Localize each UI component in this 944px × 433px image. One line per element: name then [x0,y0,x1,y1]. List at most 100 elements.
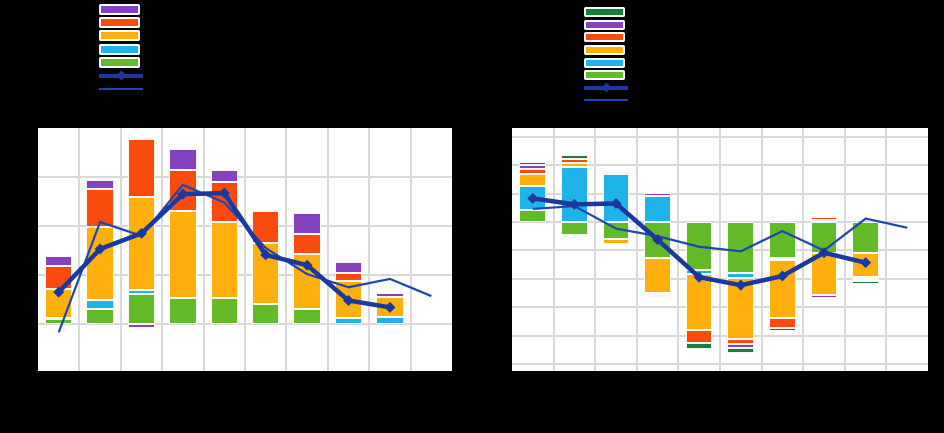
bar-segment-purple [376,293,404,298]
bar-segment-amber [644,258,671,293]
thin-trend-line [532,204,908,253]
v-gridline [677,128,680,371]
bar-segment-purple [169,149,197,171]
v-gridline [760,128,763,371]
left-chart-plot-area [38,128,452,371]
bar-segment-cyan [127,289,156,294]
legend-item [584,44,634,57]
bar-segment-green [769,222,796,259]
diamond-marker [652,234,664,246]
bar-segment-red [334,272,363,282]
bar-segment-amber [210,222,238,299]
legend-item [584,82,634,95]
amber-series-swatch [99,30,140,42]
bar-segment-darkgreen [727,348,755,354]
bar-segment-green [519,210,547,222]
legend-item [584,19,634,32]
bar-segment-purple [334,261,363,273]
cyan-series-swatch [584,57,625,68]
diamond-marker [568,198,580,210]
bar-segment-red [293,234,321,255]
bar-segment-green [86,308,114,324]
bar-segment-red [769,317,796,328]
bar-segment-red [727,339,755,345]
bar-segment-cyan [644,195,671,222]
legend-item [584,56,634,69]
v-gridline [368,128,371,371]
bar-segment-purple [727,344,755,349]
thin-line-glyph [99,87,143,90]
bar-segment-amber [602,239,630,245]
bar-segment-purple [45,255,73,266]
bar-segment-purple [210,170,238,182]
legend-item [99,16,149,29]
bar-segment-purple [644,192,671,196]
diamond-marker [610,198,622,210]
v-gridline [119,128,122,371]
right-chart-line-overlay [527,192,908,291]
legend-item [584,69,634,82]
bar-segment-amber [561,162,588,168]
bar-segment-red [685,330,713,343]
thin-line-swatch [584,95,628,105]
bar-segment-purple [810,294,838,298]
left-legend [99,3,149,95]
bar-segment-green [127,293,156,324]
green-series-swatch [99,56,140,68]
thick-line-swatch [584,82,628,93]
bar-segment-red [644,292,671,296]
right-chart-plot-area [512,128,928,371]
diamond-marker [116,70,126,81]
bar-segment-purple [86,179,114,189]
diamond-marker [384,301,396,313]
bar-segment-darkgreen [644,295,671,298]
legend-item [99,82,149,95]
v-gridline [552,128,555,371]
legend-item [584,6,634,19]
diamond-marker [693,271,705,283]
bar-segment-darkgreen [561,154,588,159]
amber-series-swatch [584,45,625,56]
diamond-marker [177,188,189,200]
bar-segment-darkgreen [852,281,879,284]
thick-line-swatch [99,70,143,81]
diamond-marker [860,257,872,269]
thin-trend-line [57,183,432,333]
diamond-marker [136,227,147,239]
v-gridline [326,128,329,371]
v-gridline [244,128,246,371]
thin-line-glyph [584,99,628,102]
diamond-marker [53,286,65,298]
diamond-marker [301,259,313,271]
v-gridline [843,128,846,371]
bar-segment-green [210,298,238,324]
bar-segment-green [293,308,321,324]
v-gridline [78,128,81,371]
thick-trend-line [57,190,391,310]
bar-segment-cyan [376,317,404,324]
legend-item [99,69,149,82]
bar-segment-darkgreen [685,342,713,349]
v-gridline [161,128,164,371]
bar-segment-green [852,222,879,253]
diamond-marker [343,294,354,306]
bar-segment-cyan [561,167,588,222]
diamond-marker [735,279,747,291]
legend-item [584,94,634,107]
bar-segment-darkgreen [769,327,796,331]
bar-segment-purple [519,165,547,169]
diamond-marker [94,243,106,255]
bar-segment-green [252,303,280,324]
bar-segment-green [169,298,197,324]
bar-segment-darkgreen [519,161,547,166]
bar-segment-cyan [86,300,114,309]
purple-series-swatch [99,4,140,16]
v-gridline [409,128,412,371]
bar-segment-purple [293,212,321,235]
red-series-swatch [99,17,140,29]
legend-item [584,31,634,44]
right-legend [584,6,634,107]
purple-series-swatch [584,19,625,30]
v-gridline [802,128,805,371]
legend-item [99,3,149,16]
